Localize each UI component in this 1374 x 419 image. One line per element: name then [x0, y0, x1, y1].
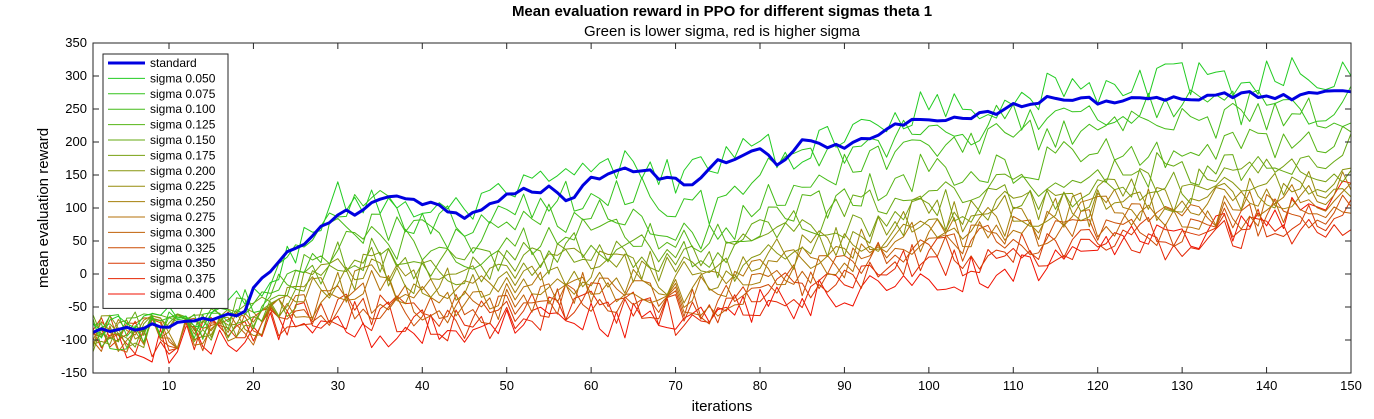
x-tick-label: 30	[331, 378, 345, 393]
series-line-sigma-0-400	[92, 180, 1352, 364]
legend-label: sigma 0.325	[150, 241, 216, 255]
x-tick-label: 50	[499, 378, 513, 393]
series-line-sigma-0-300	[92, 194, 1352, 353]
legend-box	[102, 53, 229, 309]
y-tick-label: 300	[65, 68, 87, 83]
legend-label: sigma 0.150	[150, 133, 216, 147]
y-tick-label: 100	[65, 200, 87, 215]
y-tick-label: 50	[73, 233, 87, 248]
y-tick-label: 0	[80, 266, 87, 281]
chart-subtitle: Green is lower sigma, red is higher sigm…	[584, 23, 861, 40]
series-line-sigma-0-350	[92, 199, 1352, 351]
x-tick-label: 140	[1256, 378, 1278, 393]
x-tick-label: 70	[668, 378, 682, 393]
legend-label: sigma 0.125	[150, 118, 216, 132]
x-axis: 10 20 30 40 50 60 70 80 90 100 110 120 130 140 150	[162, 43, 1362, 393]
x-tick-label: 80	[753, 378, 767, 393]
legend-label: sigma 0.400	[150, 287, 216, 301]
y-tick-label: 150	[65, 167, 87, 182]
legend-label: sigma 0.225	[150, 179, 216, 193]
legend-label: sigma 0.175	[150, 148, 216, 162]
x-tick-label: 40	[415, 378, 429, 393]
x-tick-label: 120	[1087, 378, 1109, 393]
series-line-sigma-0-275	[92, 182, 1352, 352]
series-line-sigma-0-375	[92, 216, 1352, 358]
legend-label: sigma 0.050	[150, 71, 216, 85]
legend-label: sigma 0.075	[150, 87, 216, 101]
y-tick-label: 350	[65, 35, 87, 50]
x-tick-label: 60	[584, 378, 598, 393]
legend-label: sigma 0.375	[150, 272, 216, 286]
y-tick-label: 250	[65, 101, 87, 116]
y-tick-label: -50	[68, 299, 87, 314]
legend-label: sigma 0.300	[150, 225, 216, 239]
y-tick-label: -100	[61, 332, 87, 347]
y-axis-label: mean evaluation reward	[35, 128, 52, 288]
x-tick-label: 150	[1340, 378, 1362, 393]
x-tick-label: 110	[1003, 378, 1024, 393]
legend-label: sigma 0.275	[150, 210, 216, 224]
chart-title: Mean evaluation reward in PPO for differ…	[512, 3, 932, 20]
plot-lines	[92, 57, 1352, 364]
y-tick-label: 200	[65, 134, 87, 149]
y-axis: -150 -100 -50 0 50 100 150 200 250 300 350	[61, 35, 1351, 380]
y-tick-label: -150	[61, 365, 87, 380]
series-line-sigma-0-225	[92, 170, 1352, 345]
legend-label: sigma 0.250	[150, 195, 216, 209]
series-line-sigma-0-325	[92, 194, 1352, 352]
x-tick-label: 90	[837, 378, 851, 393]
series-line-sigma-0-100	[92, 97, 1352, 351]
series-line-sigma-0-175	[92, 158, 1352, 352]
legend-label: standard	[150, 56, 197, 70]
legend-label: sigma 0.350	[150, 256, 216, 270]
legend-label: sigma 0.100	[150, 102, 216, 116]
legend-label: sigma 0.200	[150, 164, 216, 178]
x-axis-label: iterations	[692, 398, 753, 415]
x-tick-label: 20	[246, 378, 260, 393]
series-line-standard	[92, 89, 1352, 334]
series-line-sigma-0-250	[92, 171, 1352, 349]
x-tick-label: 10	[162, 378, 176, 393]
x-tick-label: 100	[918, 378, 940, 393]
x-tick-label: 130	[1171, 378, 1193, 393]
